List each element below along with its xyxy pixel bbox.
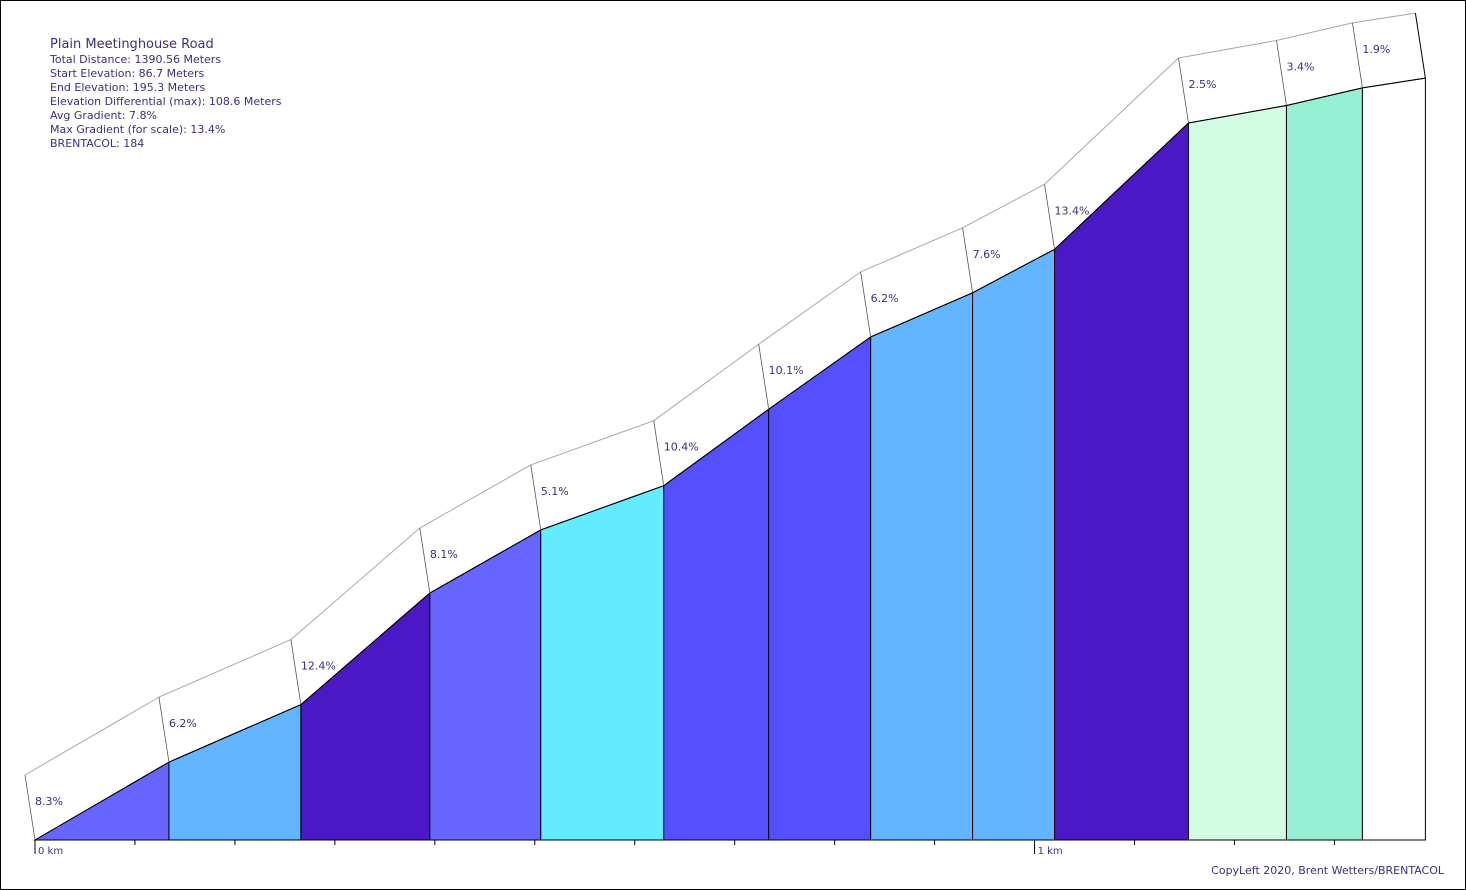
- profile-edge-11: [1188, 104, 1287, 124]
- band-divider-12: [1276, 40, 1287, 106]
- segment-fill-4: [429, 529, 542, 841]
- segment-fill-8: [870, 292, 974, 841]
- x-tick-label-1: 0 km: [38, 846, 63, 857]
- x-tick-label-2: 1 km: [1038, 846, 1063, 857]
- segment-fill-7: [768, 336, 872, 841]
- band-divider-6: [653, 420, 665, 486]
- gradient-label-6: 10.4%: [664, 441, 699, 454]
- profile-edge-10: [1054, 122, 1189, 250]
- elevation-differential: Elevation Differential (max): 108.6 Mete…: [50, 95, 282, 108]
- band-divider-13: [1352, 22, 1363, 88]
- segment-fill-5: [540, 484, 665, 841]
- gradient-label-10: 13.4%: [1055, 204, 1090, 217]
- band-upper-edge-9: [962, 183, 1045, 229]
- band-upper-edge-13: [1352, 12, 1416, 24]
- gradient-label-9: 7.6%: [973, 248, 1001, 261]
- profile-edge-5: [540, 485, 664, 531]
- band-upper-edge-4: [419, 464, 532, 529]
- gradient-label-12: 3.4%: [1286, 60, 1314, 73]
- band-upper-edge-12: [1276, 22, 1353, 41]
- gradient-label-4: 8.1%: [430, 548, 458, 561]
- band-upper-edge-11: [1178, 39, 1277, 59]
- gradient-label-1: 8.3%: [35, 795, 63, 808]
- profile-edge-8: [870, 292, 973, 338]
- segment-fill-12: [1285, 87, 1363, 841]
- profile-edge-1: [34, 761, 170, 841]
- profile-edge-6: [663, 408, 769, 487]
- profile-edge-12: [1286, 87, 1363, 106]
- gradient-label-11: 2.5%: [1189, 78, 1217, 91]
- band-divider-10: [1044, 184, 1055, 250]
- total-distance: Total Distance: 1390.56 Meters: [50, 53, 222, 66]
- segment-fill-9: [972, 248, 1056, 841]
- band-upper-edge-2: [158, 639, 292, 698]
- band-divider-4: [419, 527, 431, 594]
- band-divider-11: [1178, 57, 1189, 124]
- profile-edge-13: [1362, 77, 1426, 89]
- band-upper-edge-6: [653, 343, 759, 422]
- profile-edge-3: [300, 592, 431, 705]
- profile-edge-4: [429, 529, 542, 594]
- gradient-label-2: 6.2%: [169, 717, 197, 730]
- profile-edge-2: [168, 704, 302, 763]
- gradient-label-5: 5.1%: [541, 485, 569, 498]
- band-end-edge: [1414, 13, 1426, 79]
- route-title: Plain Meetinghouse Road: [50, 37, 214, 52]
- gradient-label-7: 10.1%: [769, 364, 804, 377]
- avg-gradient: Avg Gradient: 7.8%: [50, 109, 157, 122]
- profile-edge-7: [768, 336, 871, 410]
- brentacol-score: BRENTACOL: 184: [50, 137, 145, 150]
- band-upper-edge-5: [530, 420, 654, 466]
- profile-edge-9: [972, 248, 1055, 294]
- gradient-label-8: 6.2%: [871, 292, 899, 305]
- band-divider-5: [530, 464, 542, 530]
- end-elevation: End Elevation: 195.3 Meters: [50, 81, 206, 94]
- segment-fill-3: [300, 591, 431, 841]
- copyright-notice: CopyLeft 2020, Brent Wetters/BRENTACOL: [1211, 864, 1444, 877]
- band-upper-edge-8: [860, 227, 963, 273]
- band-divider-9: [962, 227, 973, 293]
- band-upper-edge-1: [24, 696, 160, 776]
- segment-fill-13: [1361, 77, 1426, 841]
- band-divider-2: [158, 697, 170, 763]
- segment-fill-11: [1188, 104, 1287, 841]
- band-divider-1: [24, 774, 36, 841]
- band-upper-edge-3: [290, 527, 421, 640]
- band-upper-edge-10: [1044, 57, 1179, 185]
- band-upper-edge-7: [758, 271, 861, 345]
- gradient-label-3: 12.4%: [301, 660, 336, 673]
- route-info-panel: Plain Meetinghouse Road Total Distance: …: [50, 37, 281, 151]
- gradient-label-13: 1.9%: [1362, 43, 1390, 56]
- start-elevation: Start Elevation: 86.7 Meters: [50, 67, 205, 80]
- band-divider-3: [290, 639, 302, 705]
- band-divider-8: [860, 271, 872, 338]
- max-gradient: Max Gradient (for scale): 13.4%: [50, 123, 226, 136]
- band-divider-7: [758, 344, 770, 410]
